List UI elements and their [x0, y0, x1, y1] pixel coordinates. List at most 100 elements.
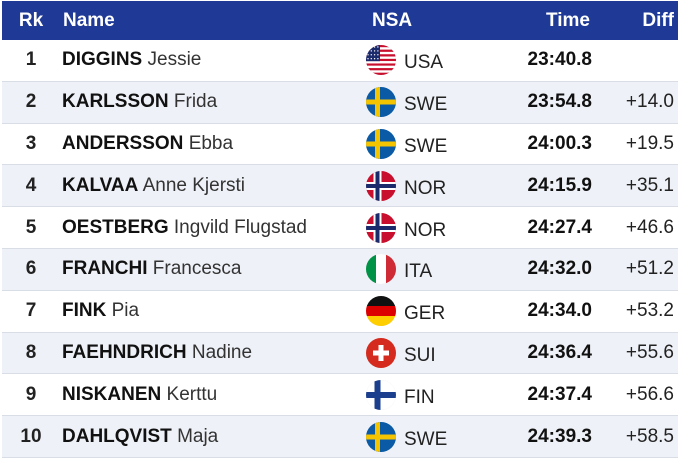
nsa-code: SWE — [404, 428, 448, 450]
finland-flag-icon — [366, 379, 396, 410]
nsa-code: USA — [404, 52, 444, 74]
usa-flag-icon — [366, 45, 396, 76]
table-row[interactable]: 8 FAEHNDRICH Nadine SUI 24:36.4 +55.6 — [2, 332, 678, 375]
time-cell: 24:36.4 — [527, 341, 592, 363]
athlete-last-name: FRANCHI — [62, 258, 148, 280]
table-row[interactable]: 2 KARLSSON Frida SWE 23:54.8 +14.0 — [2, 81, 678, 124]
athlete-last-name: DIGGINS — [62, 49, 143, 71]
athlete-first-name: Anne Kjersti — [142, 174, 246, 196]
italy-flag-icon — [366, 254, 396, 285]
nsa-code: SUI — [404, 344, 436, 366]
nsa-cell: FIN — [366, 379, 492, 410]
diff-cell: +58.5 — [625, 425, 674, 447]
athlete-name[interactable]: KALVAA Anne Kjersti — [60, 175, 366, 197]
diff-cell: +19.5 — [625, 132, 674, 154]
header-time[interactable]: Time — [545, 9, 590, 31]
athlete-last-name: KALVAA — [62, 174, 139, 196]
table-row[interactable]: 10 DAHLQVIST Maja SWE 24:39.3 +58.5 — [2, 416, 678, 458]
athlete-name[interactable]: ANDERSSON Ebba — [60, 133, 366, 155]
time-cell: 23:40.8 — [527, 49, 592, 71]
time-cell: 24:00.3 — [527, 132, 592, 154]
athlete-name[interactable]: DIGGINS Jessie — [60, 49, 366, 71]
athlete-last-name: DAHLQVIST — [62, 425, 172, 447]
athlete-first-name: Nadine — [191, 341, 253, 363]
nsa-code: GER — [404, 303, 446, 325]
time-cell: 24:37.4 — [527, 383, 592, 405]
athlete-last-name: NISKANEN — [62, 383, 162, 405]
nsa-cell: SUI — [366, 337, 492, 368]
time-cell: 23:54.8 — [527, 91, 592, 113]
header-name[interactable]: Name — [63, 9, 115, 31]
diff-cell: +46.6 — [625, 216, 674, 238]
athlete-last-name: KARLSSON — [62, 91, 169, 113]
athlete-name[interactable]: NISKANEN Kerttu — [60, 384, 366, 406]
nsa-cell: NOR — [366, 170, 492, 201]
switzerland-flag-icon — [366, 337, 396, 368]
table-row[interactable]: 5 OESTBERG Ingvild Flugstad NOR 24:27.4 … — [2, 207, 678, 249]
table-row[interactable]: 3 ANDERSSON Ebba SWE 24:00.3 +19.5 — [2, 124, 678, 166]
nsa-cell: SWE — [366, 128, 492, 159]
nsa-code: NOR — [404, 177, 447, 199]
diff-cell: +56.6 — [625, 383, 674, 405]
table-row[interactable]: 6 FRANCHI Francesca ITA 24:32.0 +51.2 — [2, 248, 678, 291]
athlete-name[interactable]: FRANCHI Francesca — [60, 258, 366, 280]
sweden-flag-icon — [366, 421, 396, 452]
nsa-code: ITA — [404, 261, 433, 283]
rank-cell: 4 — [25, 174, 37, 196]
athlete-first-name: Ebba — [188, 132, 234, 154]
table-body: 1 DIGGINS Jessie USA 23:40.8 2 KARLSSON … — [2, 40, 678, 458]
germany-flag-icon — [366, 296, 396, 327]
table-row[interactable]: 4 KALVAA Anne Kjersti NOR 24:15.9 +35.1 — [2, 165, 678, 208]
sweden-flag-icon — [366, 87, 396, 118]
diff-cell: +53.2 — [625, 300, 674, 322]
nsa-code: NOR — [404, 219, 447, 241]
diff-cell: +14.0 — [625, 91, 674, 113]
nsa-cell: USA — [366, 45, 492, 76]
athlete-last-name: FAEHNDRICH — [62, 341, 187, 363]
nsa-cell: NOR — [366, 212, 492, 243]
rank-cell: 3 — [25, 132, 37, 154]
time-cell: 24:27.4 — [527, 216, 592, 238]
rank-cell: 9 — [25, 383, 37, 405]
time-cell: 24:34.0 — [527, 300, 592, 322]
norway-flag-icon — [366, 170, 396, 201]
athlete-first-name: Francesca — [152, 258, 242, 280]
athlete-first-name: Kerttu — [166, 383, 218, 405]
header-nsa[interactable]: NSA — [372, 9, 413, 31]
athlete-name[interactable]: FAEHNDRICH Nadine — [60, 342, 366, 364]
rank-cell: 10 — [20, 425, 42, 447]
time-cell: 24:39.3 — [527, 425, 592, 447]
nsa-cell: SWE — [366, 421, 492, 452]
athlete-last-name: ANDERSSON — [62, 132, 184, 154]
rank-cell: 5 — [25, 216, 37, 238]
table-header: Rk Name NSA Time Diff — [2, 1, 678, 40]
diff-cell: +55.6 — [625, 341, 674, 363]
rank-cell: 7 — [25, 300, 37, 322]
rank-cell: 1 — [25, 49, 37, 71]
athlete-last-name: FINK — [62, 300, 107, 322]
sweden-flag-icon — [366, 128, 396, 159]
athlete-first-name: Ingvild Flugstad — [173, 216, 307, 238]
nsa-cell: GER — [366, 296, 492, 327]
header-diff[interactable]: Diff — [642, 9, 674, 31]
athlete-name[interactable]: DAHLQVIST Maja — [60, 426, 366, 448]
athlete-name[interactable]: KARLSSON Frida — [60, 91, 366, 113]
athlete-first-name: Pia — [111, 300, 140, 322]
time-cell: 24:15.9 — [527, 174, 592, 196]
table-row[interactable]: 9 NISKANEN Kerttu FIN 24:37.4 +56.6 — [2, 374, 678, 417]
athlete-first-name: Maja — [177, 425, 219, 447]
athlete-name[interactable]: FINK Pia — [60, 300, 366, 322]
nsa-code: SWE — [404, 135, 448, 157]
nsa-cell: ITA — [366, 254, 492, 285]
table-row[interactable]: 1 DIGGINS Jessie USA 23:40.8 — [2, 40, 678, 82]
header-rank[interactable]: Rk — [18, 9, 44, 31]
rank-cell: 2 — [25, 91, 37, 113]
diff-cell: +35.1 — [625, 174, 674, 196]
table-row[interactable]: 7 FINK Pia GER 24:34.0 +53.2 — [2, 291, 678, 333]
nsa-cell: SWE — [366, 87, 492, 118]
diff-cell: +51.2 — [625, 258, 674, 280]
nsa-code: SWE — [404, 94, 448, 116]
athlete-name[interactable]: OESTBERG Ingvild Flugstad — [60, 217, 366, 239]
athlete-last-name: OESTBERG — [62, 216, 169, 238]
